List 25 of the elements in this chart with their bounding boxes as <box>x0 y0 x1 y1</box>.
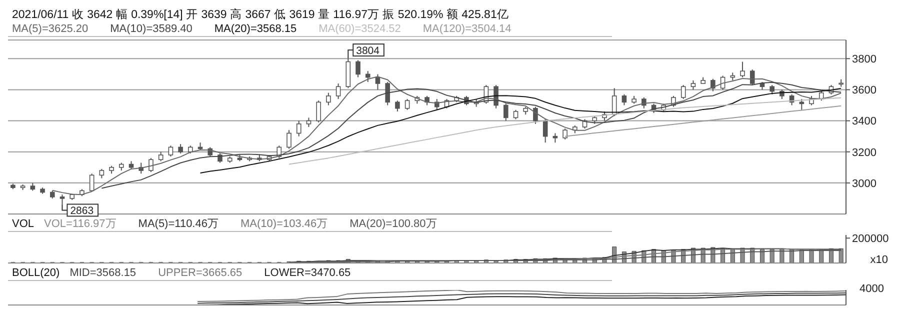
text: MA(5)=3625.20 <box>12 22 88 36</box>
text: MA(10)=3589.40 <box>110 22 192 36</box>
y-tick-label: 3000 <box>852 178 876 190</box>
text: 4000 <box>860 283 884 295</box>
y-tick-label: 3200 <box>852 146 876 159</box>
text: MA(120)=3504.14 <box>422 22 512 36</box>
annotation: 3804 <box>356 45 380 58</box>
chart-title: VOL <box>12 217 34 231</box>
chart-title: 2021/06/11 收 3642 幅 0.39%[14] 开 3639 高 3667 低 3619 量 116.97万 振 520.19% 额 425.81亿 <box>12 8 509 22</box>
text: LOWER=3470.65 <box>264 266 351 280</box>
text: MA(20)=100.80万 <box>350 217 437 231</box>
text: MA(60)=3524.52 <box>318 22 401 36</box>
chart-title: BOLL(20) <box>12 266 60 280</box>
y-tick-label: 3800 <box>852 54 876 66</box>
text: VOL=116.97万 <box>44 217 116 231</box>
text: MA(10)=103.46万 <box>240 217 328 231</box>
series-label: UPPER=3665.65 <box>158 266 242 280</box>
text: MID=3568.15 <box>70 266 136 280</box>
annotation: 2863 <box>70 205 94 218</box>
y-tick-label: 3600 <box>852 84 876 97</box>
y-axis-title: x10 <box>870 254 888 266</box>
text: MA(5)=110.46万 <box>138 217 218 231</box>
text: MA(20)=3568.15 <box>214 22 297 36</box>
y-tick-label: 200000 <box>852 233 889 246</box>
y-tick-label: 3400 <box>852 116 876 128</box>
